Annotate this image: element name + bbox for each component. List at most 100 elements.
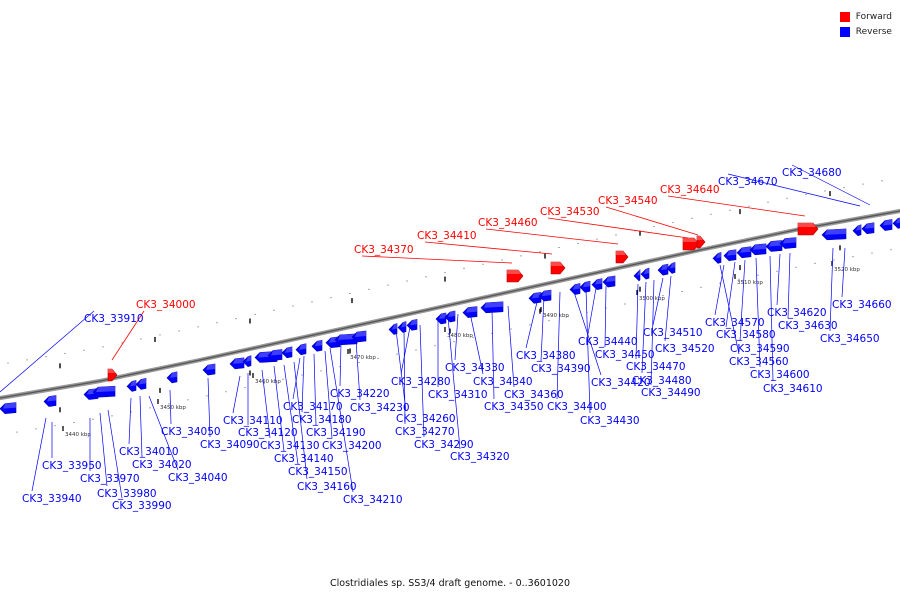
reverse-connector [791,164,871,206]
reverse-gene-label: CK3_34290 [414,439,474,451]
reverse-gene-label: CK3_34310 [428,389,488,401]
reverse-gene-shade [856,224,861,231]
reverse-connector [329,347,354,493]
reverse-gene-label: CK3_34320 [450,451,510,463]
reverse-gene-label: CK3_34120 [238,427,298,439]
reverse-gene-shade [661,264,668,271]
reverse-gene-label: CK3_34490 [641,387,701,399]
legend-forward-label: Forward [855,11,892,22]
reverse-gene-label: CK3_33980 [97,488,157,500]
reverse-gene-label: CK3_34520 [655,343,715,355]
reverse-connector [324,350,333,439]
reverse-connector [273,365,285,452]
reverse-gene-label: CK3_34340 [473,376,533,388]
forward-gene-shade [507,270,521,274]
forward-gene-shade [616,251,626,255]
reverse-gene-label: CK3_34190 [306,427,366,439]
reverse-connector [714,264,725,316]
reverse-connector [755,257,761,368]
tick-label: 3470 kbp [350,355,376,361]
reverse-connector [652,277,664,326]
reverse-connector [829,247,834,332]
reverse-gene-shade [392,323,397,330]
tick-label: 3520 kbp [834,267,860,273]
reverse-connector [491,309,495,400]
reverse-gene-shade [170,371,177,378]
tick-label: 3500 kbp [639,296,665,302]
reverse-gene-shade [466,306,477,313]
reverse-gene-shade [401,321,406,328]
reverse-gene-label: CK3_34430 [580,415,640,427]
reverse-gene-label: CK3_34210 [343,494,403,506]
reverse-connector [0,310,95,393]
reverse-gene-shade [573,283,580,290]
forward-gene-label: CK3_34410 [417,230,477,242]
reverse-gene-label: CK3_34170 [283,401,343,413]
reverse-gene-shade [896,217,900,224]
reverse-gene-shade [410,319,417,326]
reverse-gene-label: CK3_34440 [578,336,638,348]
reverse-gene-label: CK3_34270 [395,426,455,438]
reverse-gene-label: CK3_34660 [832,299,892,311]
reverse-gene-label: CK3_34330 [445,362,505,374]
reverse-gene-shade [130,380,136,387]
forward-swatch [839,11,850,22]
reverse-connector [261,369,271,439]
reverse-connector [725,261,736,328]
reverse-gene-shade [484,301,503,308]
reverse-gene-label: CK3_33910 [84,313,144,325]
reverse-gene-shade [783,237,796,244]
reverse-connector [587,287,597,335]
forward-gene-shade [697,236,703,240]
reverse-gene-label: CK3_33950 [42,460,102,472]
reverse-gene-label: CK3_34470 [626,361,686,373]
forward-connector [605,206,699,236]
reverse-connector [727,173,861,207]
reverse-connector [719,264,740,355]
reverse-gene-label: CK3_34620 [767,307,827,319]
forward-gene-label: CK3_34460 [478,217,538,229]
reverse-gene-shade [637,269,640,276]
reverse-gene-label: CK3_34260 [396,413,456,425]
reverse-gene-shade [338,333,357,340]
forward-gene-label: CK3_34640 [660,184,720,196]
reverse-gene-label: CK3_34360 [504,389,564,401]
reverse-connector [313,353,317,426]
reverse-connector [540,295,545,362]
reverse-gene-shade [285,346,292,353]
reverse-gene-label: CK3_34130 [260,440,320,452]
reverse-connector [148,395,179,471]
reverse-connector [419,324,425,438]
tick-label: 3510 kbp [737,280,763,286]
reverse-gene-shade [47,395,56,402]
reverse-connector [585,288,591,414]
forward-gene-shade [683,238,697,242]
reverse-gene-label: CK3_33990 [112,500,172,512]
forward-connector [485,228,619,245]
reverse-connector [769,255,774,382]
reverse-gene-label: CK3_34510 [643,327,703,339]
forward-gene-shade [798,223,816,227]
reverse-gene-label: CK3_34650 [820,333,880,345]
reverse-gene-label: CK3_34200 [322,440,382,452]
reverse-connector [776,253,781,306]
tick-label: 3480 kbp [447,333,473,339]
reverse-gene-shade [315,340,322,347]
reverse-gene-shade [740,246,751,253]
reverse-gene-label: CK3_34140 [274,453,334,465]
forward-gene-shade [108,369,115,373]
reverse-gene-shade [233,357,244,364]
reverse-connector [556,291,561,400]
tick-label: 3490 kbp [543,313,569,319]
reverse-gene-label: CK3_34670 [718,176,778,188]
reverse-connector [292,357,301,400]
reverse-gene-shade [883,219,892,226]
reverse-gene-shade [439,312,446,319]
reverse-gene-label: CK3_34230 [350,402,410,414]
reverse-gene-label: CK3_34380 [516,350,576,362]
reverse-gene-shade [583,281,590,288]
reverse-gene-shade [532,292,541,299]
reverse-gene-label: CK3_34050 [161,426,221,438]
reverse-gene-shade [644,268,649,275]
